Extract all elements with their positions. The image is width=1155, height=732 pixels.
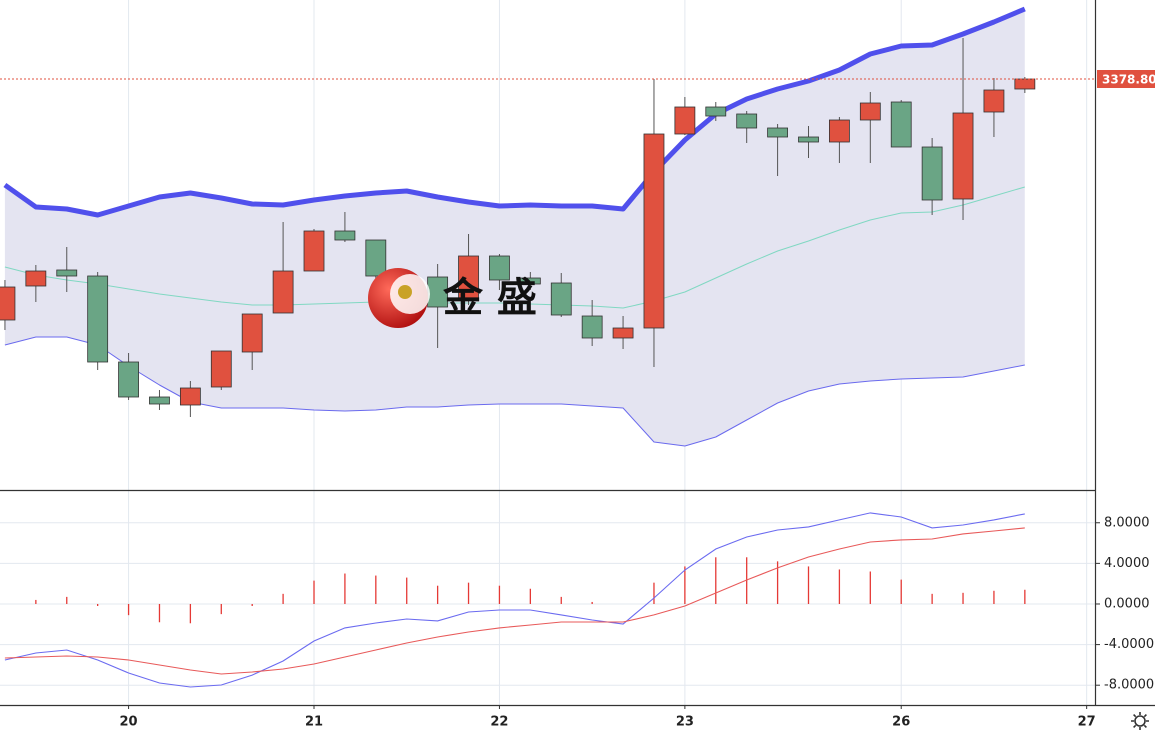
candle-body xyxy=(303,230,325,272)
candle-body xyxy=(149,396,170,405)
candle-body xyxy=(179,387,201,406)
candle-body xyxy=(767,127,788,138)
macd-line xyxy=(4,527,1025,675)
x-tick-label: 21 xyxy=(305,715,323,730)
candle-body xyxy=(334,230,356,241)
logo-coin xyxy=(398,285,412,299)
candle-body xyxy=(458,255,479,301)
candle-body xyxy=(118,361,139,398)
candle-body xyxy=(56,269,78,277)
macd-line xyxy=(4,512,1025,688)
watermark-text: 金 盛 xyxy=(442,275,537,321)
candle-body xyxy=(550,282,572,316)
band-line xyxy=(3,6,1026,218)
candle-body xyxy=(612,327,634,339)
band-line xyxy=(4,336,1025,447)
candle-body xyxy=(705,106,727,117)
candle-body xyxy=(519,277,541,285)
candle-body xyxy=(736,113,758,129)
y-tick-label: 4.0000 xyxy=(1104,556,1150,571)
candle-body xyxy=(210,350,232,388)
candle-body xyxy=(25,270,47,287)
watermark: 金 盛 xyxy=(368,268,537,328)
candle-body xyxy=(890,101,912,148)
x-tick-label: 22 xyxy=(490,715,508,730)
y-tick-label: 0.0000 xyxy=(1104,596,1150,611)
candle-body xyxy=(489,255,510,281)
band-line xyxy=(4,186,1025,309)
x-tick-label: 26 xyxy=(892,715,910,730)
candle-body xyxy=(674,106,696,135)
candle-body xyxy=(952,112,974,200)
candle-body xyxy=(921,146,943,201)
x-tick-label: 27 xyxy=(1078,715,1096,730)
candle-body xyxy=(983,89,1005,113)
settings-teeth xyxy=(1131,712,1149,730)
candle-body xyxy=(643,133,665,329)
candle-body xyxy=(0,286,16,321)
candle-body xyxy=(581,315,603,339)
y-tick-label: -8.0000 xyxy=(1104,678,1154,693)
y-tick-label: 8.0000 xyxy=(1104,515,1150,530)
y-tick-label: -4.0000 xyxy=(1104,637,1154,652)
candle-body xyxy=(829,119,850,143)
settings-icon[interactable] xyxy=(1131,712,1149,730)
candle-body xyxy=(241,313,263,353)
settings-ring xyxy=(1134,715,1146,727)
last-price-label: 3378.80 xyxy=(1102,73,1155,87)
x-tick-label: 20 xyxy=(120,715,138,730)
candle-body xyxy=(798,136,819,143)
last-price-tag xyxy=(1097,70,1155,88)
candle-body xyxy=(859,102,881,121)
candle-body xyxy=(87,275,109,363)
candle-body xyxy=(272,270,294,314)
candle-body xyxy=(1014,78,1036,90)
candle-body xyxy=(365,239,387,277)
x-tick-label: 23 xyxy=(676,715,694,730)
